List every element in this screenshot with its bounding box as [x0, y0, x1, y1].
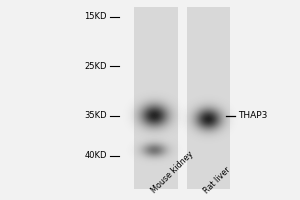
- Text: 40KD: 40KD: [84, 151, 107, 160]
- Text: Mouse kidney: Mouse kidney: [150, 150, 195, 195]
- Text: THAP3: THAP3: [238, 111, 268, 120]
- Bar: [134, 7, 178, 189]
- Text: 25KD: 25KD: [84, 62, 107, 71]
- Bar: [187, 7, 230, 189]
- Text: 15KD: 15KD: [84, 12, 107, 21]
- Text: 35KD: 35KD: [84, 111, 107, 120]
- Text: Rat liver: Rat liver: [202, 165, 232, 195]
